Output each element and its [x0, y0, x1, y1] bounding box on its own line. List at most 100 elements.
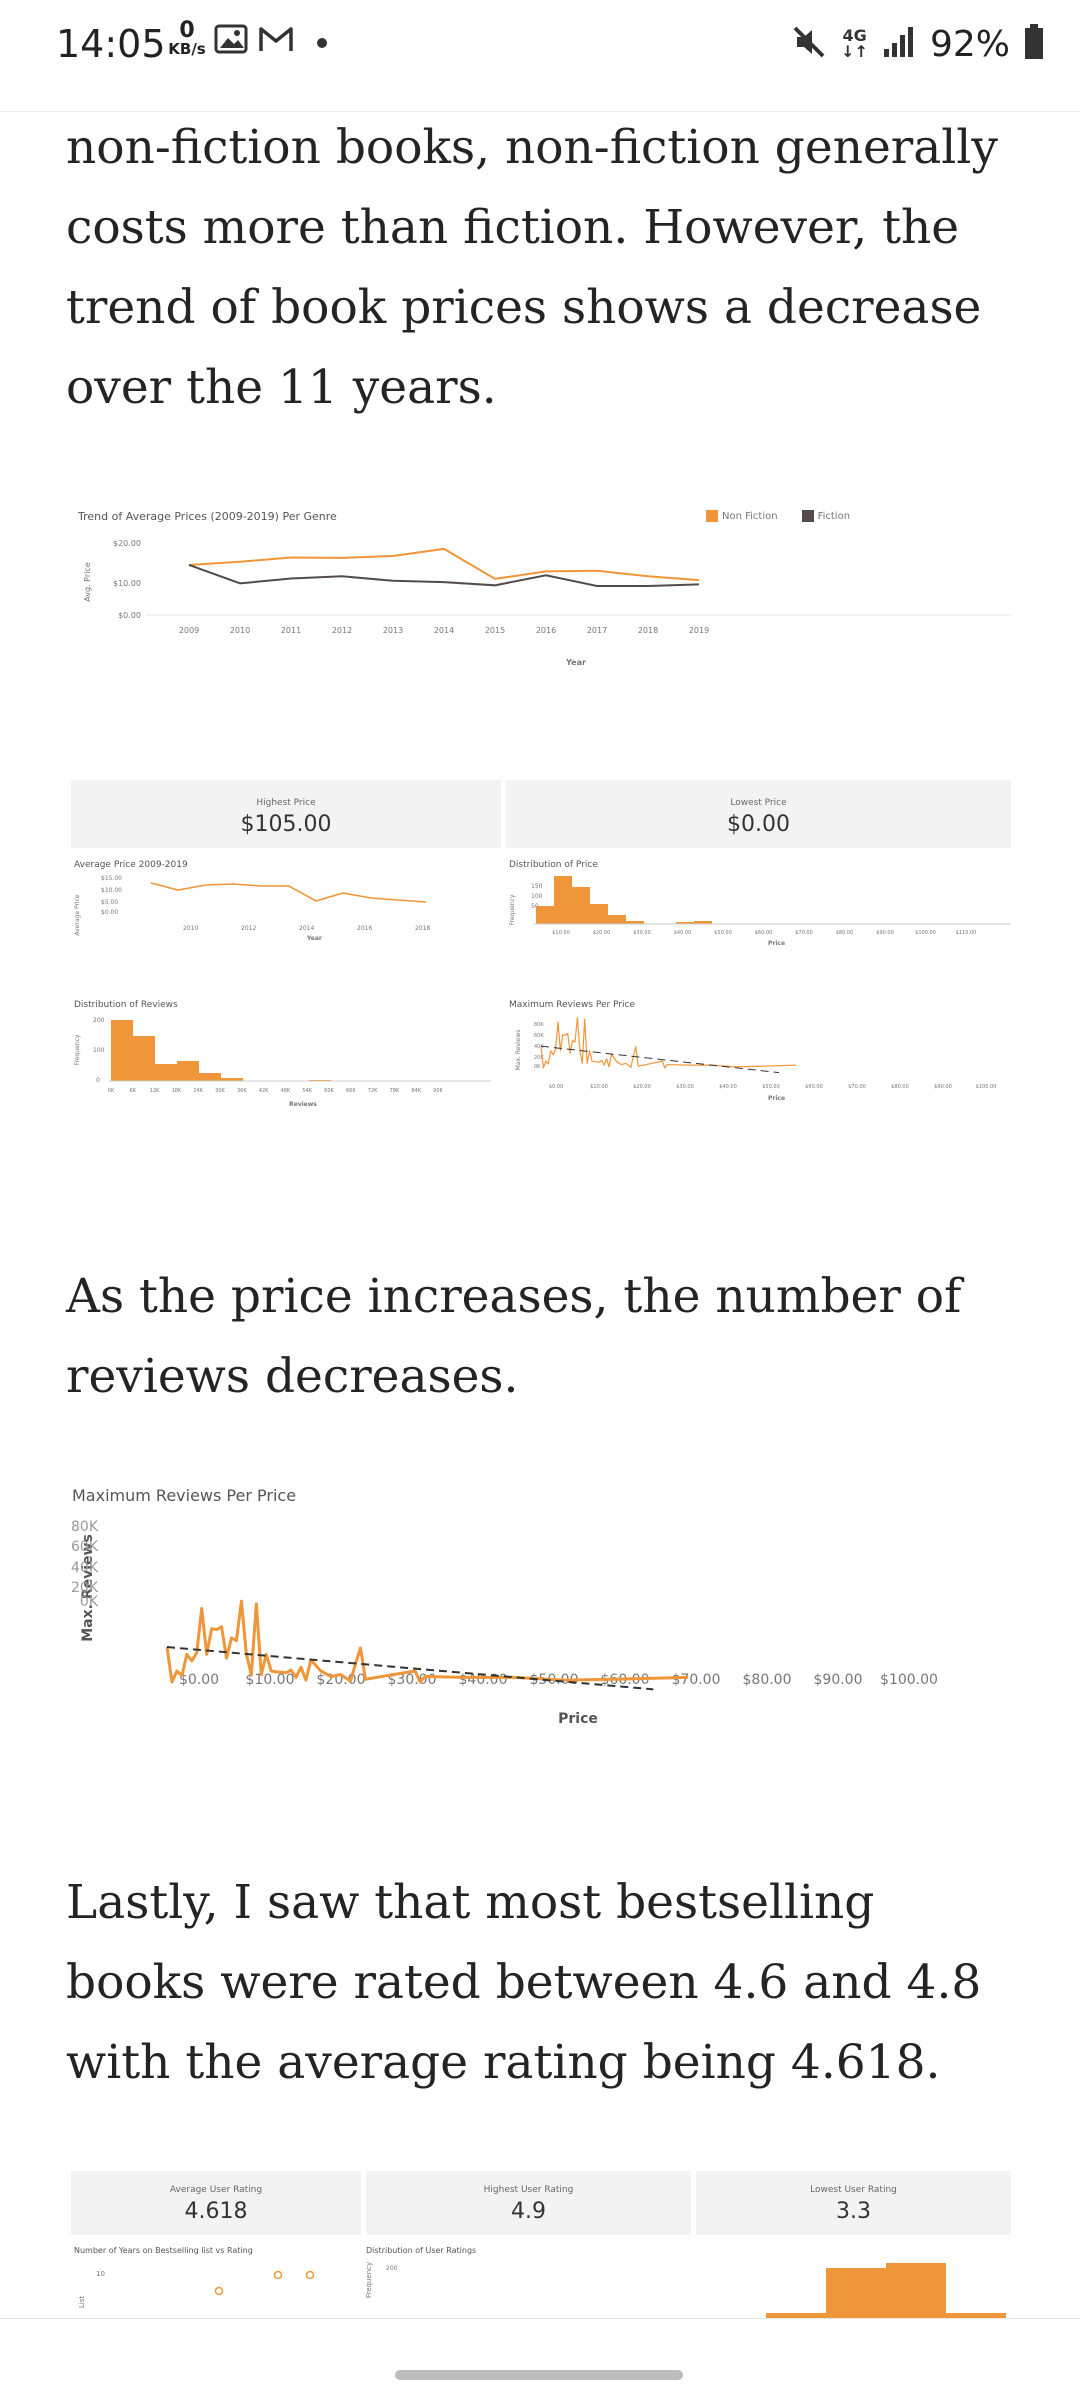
battery-percent: 92%: [929, 23, 1010, 65]
series-line-fiction: [188, 564, 700, 587]
x-tick-label: 2017: [587, 626, 607, 635]
y-axis-label: Avg. Price: [83, 562, 92, 601]
rating-dashboard: Average User Rating 4.618 Highest User R…: [66, 2168, 1016, 2318]
x-tick-label: $90.00: [876, 930, 894, 936]
legend-item-non-fiction: Non Fiction: [706, 510, 778, 522]
series-lines: [188, 547, 700, 587]
x-tick-label: 90K: [433, 1088, 443, 1094]
y-tick-label: 100: [531, 893, 543, 900]
x-tick-label: $100.00: [915, 930, 936, 936]
x-tick-label: $90.00: [814, 1672, 863, 1688]
kpi-label: Highest User Rating: [483, 2185, 574, 2195]
status-right: 4G ↓↑ 92%: [791, 22, 1044, 66]
x-axis-label: Year: [565, 658, 586, 667]
article-paragraph-price-trend: non-fiction books, non-fiction generally…: [66, 120, 998, 415]
y-tick-label: 60K: [534, 1033, 544, 1039]
chart-title-dist-reviews: Distribution of Reviews: [74, 1000, 178, 1010]
y-tick-label: $10.00: [101, 887, 122, 894]
article-paragraph-price-reviews: As the price increases, the number of re…: [66, 1269, 962, 1404]
x-tick-label: 2014: [434, 626, 454, 635]
chart-title-dist-price: Distribution of Price: [509, 860, 598, 870]
x-tick-label: $10.00: [552, 930, 570, 936]
histogram-bar: [536, 906, 554, 924]
x-tick-label: $30.00: [633, 930, 651, 936]
x-tick-label: $70.00: [848, 1084, 866, 1090]
max-reviews-mini-series: [540, 1016, 797, 1074]
histogram-bar: [133, 1036, 155, 1081]
clock: 14:05: [56, 22, 166, 66]
histogram-bar: [676, 922, 694, 924]
histogram-bar: [886, 2263, 946, 2318]
y-tick-label: $5.00: [101, 899, 118, 906]
x-tick-label: 84K: [411, 1088, 421, 1094]
mute-icon: [791, 24, 827, 64]
x-axis-label: Price: [558, 1711, 598, 1727]
y-tick-label: 60K: [71, 1539, 99, 1555]
x-tick-label: $40.00: [719, 1084, 737, 1090]
y-tick-label: 200: [386, 2265, 398, 2272]
navigation-bar: [0, 2318, 1080, 2400]
x-tick-label: 48K: [281, 1088, 291, 1094]
x-tick-label: $100.00: [976, 1084, 997, 1090]
kpi-lowest-user-rating: Lowest User Rating 3.3: [696, 2171, 1011, 2235]
trend-line: [540, 1045, 780, 1074]
gmail-icon: [258, 24, 294, 58]
y-axis-label: List: [78, 2296, 86, 2308]
chart-title-max-reviews-small: Maximum Reviews Per Price: [509, 1000, 636, 1010]
price-distribution-chart: Frequency 150 100 50 $10.00 $20.00 $30.00 $…: [509, 876, 1011, 947]
y-tick-label: 100: [93, 1047, 105, 1054]
chart-title-dist-rating: Distribution of User Ratings: [366, 2246, 477, 2255]
scatter-point: [214, 2286, 224, 2296]
x-tick-label: $20.00: [593, 930, 611, 936]
price-dashboard: Highest Price $105.00 Lowest Price $0.00…: [66, 775, 1016, 1155]
kpi-value: $0.00: [727, 812, 790, 837]
y-tick-label: $15.00: [101, 875, 122, 882]
legend-label-non-fiction: Non Fiction: [722, 511, 778, 522]
histogram-bar: [946, 2313, 1006, 2318]
y-axis-label: Average Price: [74, 894, 81, 935]
kpi-value: 4.618: [184, 2199, 248, 2224]
kpi-value: 3.3: [836, 2199, 871, 2224]
histogram-bar: [826, 2268, 886, 2318]
x-tick-label: 2016: [536, 626, 556, 635]
max-reviews-line: [540, 1016, 797, 1069]
article-paragraph-ratings: Lastly, I saw that most bestselling book…: [66, 1875, 982, 2090]
status-bar: 14:05 0 KB/s 4G ↓↑ 92%: [0, 0, 1080, 112]
histogram-bar: [111, 1020, 133, 1081]
histogram-bar: [766, 2313, 826, 2318]
gallery-icon: [214, 24, 248, 58]
x-tick-label: 2011: [281, 626, 301, 635]
histogram-bar: [221, 1078, 243, 1081]
x-tick-label: 12K: [150, 1088, 160, 1094]
x-tick-label: $0.00: [179, 1672, 219, 1688]
x-tick-label: 2009: [179, 626, 199, 635]
y-tick-label: $20.00: [113, 539, 141, 548]
y-tick-label: 80K: [71, 1519, 99, 1535]
y-tick-label: 50: [531, 903, 539, 910]
network-speed-value: 0: [179, 18, 195, 43]
rating-charts-partial: 10 List 200 Frequency: [78, 2262, 1006, 2318]
histogram-bar: [177, 1061, 199, 1081]
chart-title: Trend of Average Prices (2009-2019) Per …: [78, 510, 337, 523]
x-tick-label: 42K: [259, 1088, 269, 1094]
avg-price-line: [150, 882, 427, 903]
histogram-bar: [199, 1073, 221, 1081]
price-trend-chart: Avg. Price $20.00 $10.00 $0.00 Year 2009…: [83, 539, 1011, 667]
x-axis-label: Reviews: [289, 1101, 317, 1108]
avg-price-mini-chart: Average Price $15.00 $10.00 $5.00 $0.00 …: [74, 875, 430, 942]
kpi-label: Lowest Price: [730, 798, 787, 808]
x-tick-label: 6K: [130, 1088, 137, 1094]
kpi-value: 4.9: [511, 2199, 546, 2224]
x-tick-group: 2009 2010 2011 2012 2013 2014 2015 2016 2017 2018…: [179, 626, 709, 635]
trend-line: [166, 1646, 654, 1691]
x-tick-label: $60.00: [805, 1084, 823, 1090]
kpi-average-user-rating: Average User Rating 4.618: [71, 2171, 361, 2235]
x-tick-label: $110.00: [956, 930, 977, 936]
x-tick-label: $30.00: [676, 1084, 694, 1090]
network-type-label: 4G: [842, 26, 867, 45]
home-gesture-handle[interactable]: [395, 2370, 683, 2380]
y-tick-label: 200: [93, 1017, 105, 1024]
y-tick-label: 20K: [534, 1055, 544, 1061]
network-speed-unit: KB/s: [168, 40, 206, 58]
